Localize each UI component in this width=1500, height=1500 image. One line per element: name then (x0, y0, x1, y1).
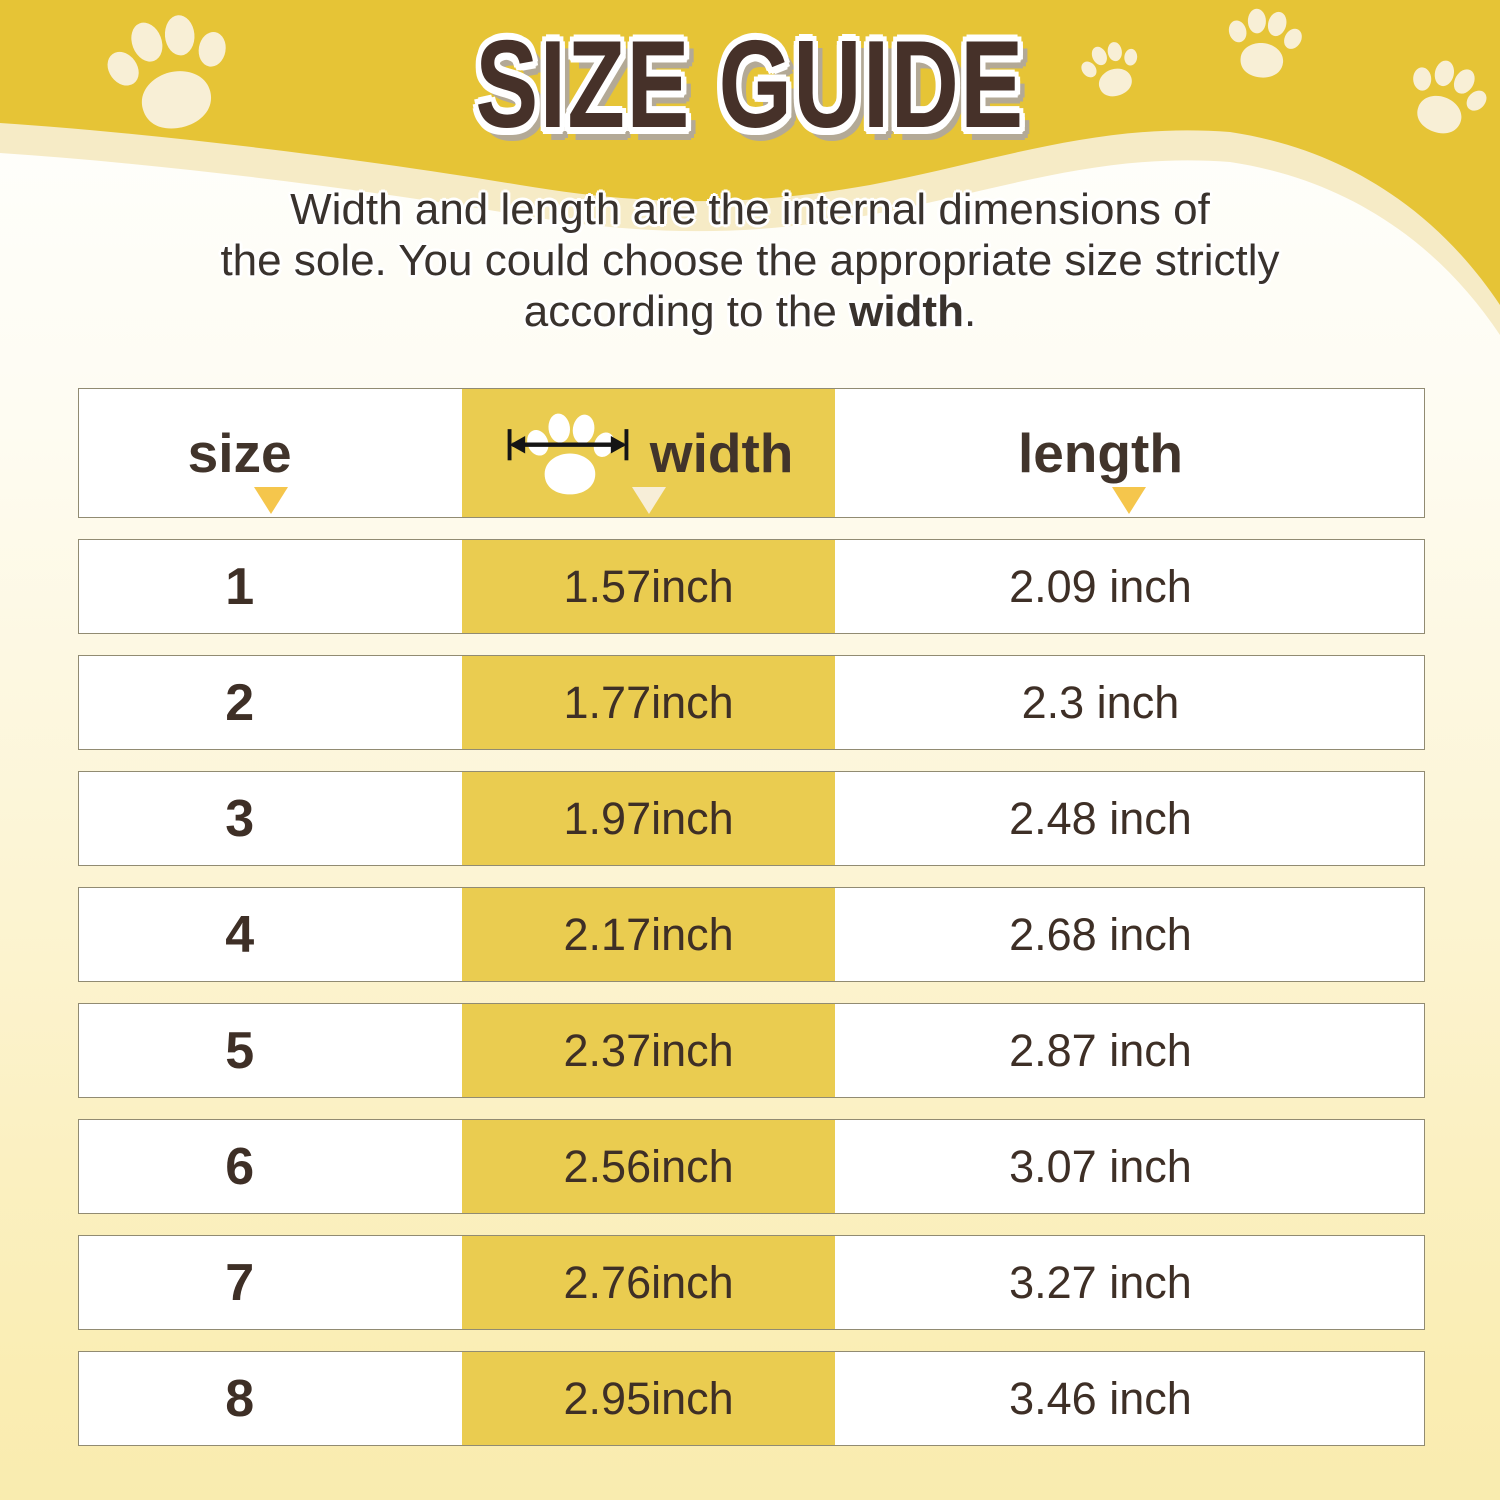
length-cell: 2.48 inch (1009, 792, 1192, 844)
width-cell: 2.95inch (462, 1352, 835, 1445)
description-text: Width and length are the internal dimens… (0, 184, 1500, 337)
description-line-1: Width and length are the internal dimens… (290, 185, 1210, 234)
column-header-width: width (462, 389, 835, 517)
size-table: size width length 1 (78, 388, 1425, 1446)
table-row: 5 2.37inch 2.87 inch (78, 1003, 1425, 1098)
table-row: 4 2.17inch 2.68 inch (78, 887, 1425, 982)
table-row: 7 2.76inch 3.27 inch (78, 1235, 1425, 1330)
length-cell: 2.87 inch (1009, 1024, 1192, 1076)
length-cell: 2.3 inch (1021, 676, 1180, 728)
page-title: SIZE GUIDE (475, 16, 1025, 154)
table-row: 3 1.97inch 2.48 inch (78, 771, 1425, 866)
width-cell: 2.17inch (462, 888, 835, 981)
size-cell: 7 (225, 1253, 255, 1312)
length-cell: 2.68 inch (1009, 908, 1192, 960)
triangle-marker-icon (631, 487, 666, 514)
triangle-marker-icon (1112, 487, 1147, 514)
length-cell: 2.09 inch (1009, 560, 1192, 612)
size-cell: 5 (225, 1021, 255, 1080)
length-cell: 3.46 inch (1009, 1372, 1192, 1424)
size-cell: 8 (225, 1369, 255, 1428)
length-cell: 3.07 inch (1009, 1140, 1192, 1192)
size-cell: 1 (225, 557, 255, 616)
size-cell: 2 (225, 673, 255, 732)
column-header-label: width (649, 422, 794, 484)
width-cell: 1.77inch (462, 656, 835, 749)
column-header-label: size (187, 422, 292, 484)
width-cell: 1.57inch (462, 540, 835, 633)
width-cell: 2.56inch (462, 1120, 835, 1213)
column-header-length: length (835, 389, 1424, 517)
table-row: 2 1.77inch 2.3 inch (78, 655, 1425, 750)
paw-width-arrow-icon (507, 412, 629, 495)
table-row: 8 2.95inch 3.46 inch (78, 1351, 1425, 1446)
width-emphasis: width (849, 287, 964, 336)
size-cell: 6 (225, 1137, 255, 1196)
length-cell: 3.27 inch (1009, 1256, 1192, 1308)
description-line-2: the sole. You could choose the appropria… (220, 236, 1280, 285)
column-header-label: length (1017, 422, 1183, 484)
width-cell: 2.76inch (462, 1236, 835, 1329)
size-cell: 4 (225, 905, 255, 964)
table-row: 6 2.56inch 3.07 inch (78, 1119, 1425, 1214)
width-cell: 1.97inch (462, 772, 835, 865)
column-header-size: size (79, 389, 462, 517)
table-row: 1 1.57inch 2.09 inch (78, 539, 1425, 634)
size-cell: 3 (225, 789, 255, 848)
table-header-row: size width length (78, 388, 1425, 518)
triangle-marker-icon (253, 487, 288, 514)
width-cell: 2.37inch (462, 1004, 835, 1097)
description-line-3: according to the width. (523, 287, 977, 336)
